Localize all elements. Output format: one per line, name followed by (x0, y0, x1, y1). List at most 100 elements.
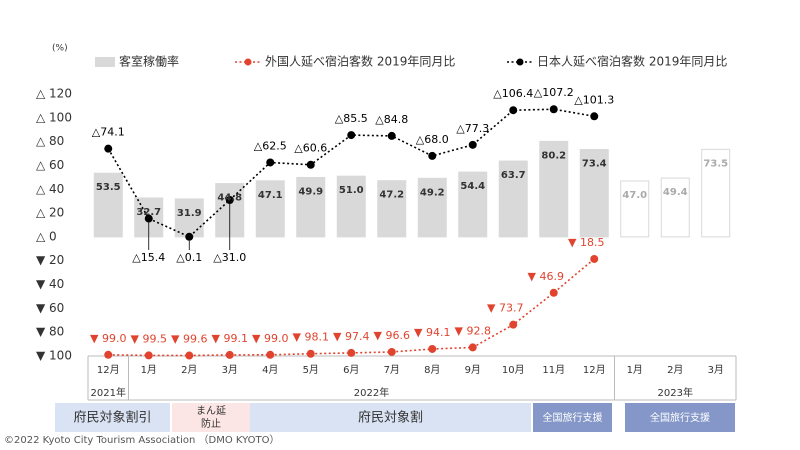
legend-marker (244, 58, 252, 66)
period-label: 全国旅行支援 (543, 411, 603, 424)
bar-value-label: 47.1 (258, 190, 283, 201)
legend-marker (516, 58, 524, 66)
bar-value-label: 47.0 (622, 190, 647, 201)
period-band (55, 403, 170, 432)
bar-value-label: 49.2 (420, 187, 445, 198)
value-label: ▼ 73.7 (487, 302, 523, 315)
label-layer: 53.5 32.7 31.9 44.8 47.1 49.9 51.0 47.2 49.2 54.4… (90, 86, 728, 345)
bar-value-label: 31.9 (177, 208, 202, 219)
bar-value-label: 47.2 (379, 190, 404, 201)
point (590, 112, 599, 121)
x-tick-label: 1月 (141, 364, 157, 376)
value-label: △0.1 (176, 251, 202, 264)
bar (660, 177, 690, 238)
bar-value-label: 80.2 (541, 150, 566, 161)
value-label: ▼ 94.1 (414, 326, 450, 339)
value-label: ▼ 97.4 (333, 330, 369, 343)
value-label: ▼ 99.0 (90, 332, 126, 345)
point (428, 344, 437, 353)
y-tick-label: ▼ 80 (36, 325, 64, 339)
bar-value-label: 49.4 (663, 187, 688, 198)
point (306, 160, 315, 169)
y-tick-label: ▼ 20 (36, 253, 64, 267)
bar (498, 160, 528, 238)
bar (336, 175, 366, 238)
point (104, 350, 113, 359)
bar (539, 140, 569, 238)
x-tick-label: 7月 (384, 364, 400, 376)
legend-label: 客室稼働率 (119, 54, 179, 69)
period-label: まん延 (196, 405, 226, 417)
value-label: △84.8 (375, 113, 408, 126)
x-tick-label: 12月 (97, 364, 120, 376)
point (144, 214, 153, 223)
x-tick-label: 6月 (343, 364, 359, 376)
y-tick-label: △ 20 (36, 206, 64, 220)
y-tick-label: △ 80 (36, 134, 64, 148)
point (347, 131, 356, 140)
legend-label: 日本人延べ宿泊客数 2019年同月比 (537, 54, 727, 69)
value-label: △62.5 (254, 139, 287, 152)
bar (174, 198, 204, 238)
bar (93, 172, 123, 238)
point (468, 343, 477, 352)
point (266, 158, 275, 167)
bar (458, 171, 488, 238)
bar-value-label: 51.0 (339, 185, 364, 196)
x-tick-label: 11月 (542, 364, 565, 376)
y-tick-label: ▼ 60 (36, 301, 64, 315)
value-label: △106.4 (493, 87, 533, 100)
year-label: 2023年 (658, 386, 693, 399)
point (468, 140, 477, 149)
value-label: △74.1 (92, 126, 125, 139)
bar-value-label: 49.9 (298, 186, 323, 197)
y-tick-label: △ 120 (36, 87, 72, 101)
legend-label: 外国人延べ宿泊客数 2019年同月比 (265, 54, 455, 69)
bar (701, 148, 731, 238)
point (104, 144, 113, 153)
point (387, 131, 396, 140)
x-tick-label: 2月 (667, 364, 683, 376)
bar (255, 180, 285, 238)
footer: ©2022 Kyoto City Tourism Association （DM… (4, 434, 279, 446)
year-label: 2021年 (91, 386, 126, 399)
point (306, 349, 315, 358)
point (549, 105, 558, 114)
value-label: △85.5 (335, 112, 368, 125)
period-band (533, 403, 612, 432)
value-label: △15.4 (132, 251, 165, 264)
x-tick-label: 2月 (181, 364, 197, 376)
bar-value-label: 73.4 (582, 158, 607, 169)
point (347, 348, 356, 357)
bar-value-label: 54.4 (460, 181, 485, 192)
point (509, 320, 518, 329)
bar-value-label: 63.7 (501, 170, 526, 181)
x-tick-label: 3月 (708, 364, 724, 376)
y-tick-label: ▼ 40 (36, 277, 64, 291)
year-label: 2022年 (354, 386, 389, 399)
bar (296, 176, 326, 238)
point (387, 347, 396, 356)
period-label: 防止 (201, 417, 221, 430)
x-tick-label: 12月 (583, 364, 606, 376)
point (225, 195, 234, 204)
value-label: ▼ 96.6 (374, 329, 410, 342)
x-tick-label: 4月 (262, 364, 278, 376)
bar (579, 148, 609, 238)
x-tick-label: 1月 (627, 364, 643, 376)
value-label: ▼ 99.5 (131, 332, 167, 345)
value-label: △60.6 (294, 142, 327, 155)
y-tick-label: ▼ 100 (36, 349, 72, 363)
value-label: △77.3 (456, 122, 489, 135)
period-band (625, 403, 735, 432)
value-label: △31.0 (213, 251, 246, 264)
y-tick-label: △ 40 (36, 182, 64, 196)
value-label: ▼ 18.5 (568, 236, 604, 249)
period-label: 府民対象割引 (73, 410, 151, 426)
unit-label: (%) (52, 44, 68, 54)
y-tick-label: △ 100 (36, 110, 72, 124)
period-label: 府民対象割 (358, 410, 423, 426)
point (428, 151, 437, 160)
